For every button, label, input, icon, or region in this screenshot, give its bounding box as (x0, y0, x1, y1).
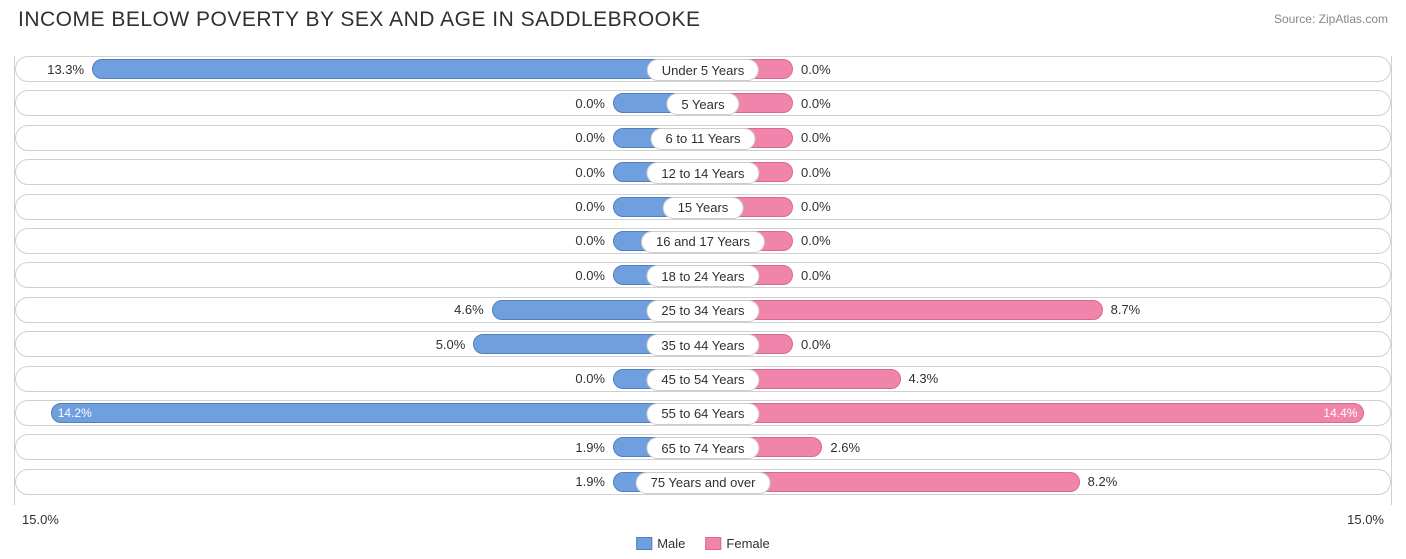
value-label-female: 0.0% (801, 195, 831, 219)
category-label: 16 and 17 Years (641, 231, 765, 253)
axis-label-right: 15.0% (1347, 512, 1384, 527)
category-label: 75 Years and over (636, 472, 771, 494)
chart-row: 5.0% 0.0% 35 to 44 Years (15, 331, 1391, 357)
category-label: 6 to 11 Years (651, 128, 756, 150)
value-label-female: 0.0% (801, 126, 831, 150)
axis-label-left: 15.0% (22, 512, 59, 527)
value-label-male: 0.0% (575, 160, 605, 184)
value-label-male: 13.3% (47, 57, 84, 81)
value-label-female: 14.4% (1323, 404, 1357, 422)
chart-row: 0.0% 0.0% 18 to 24 Years (15, 262, 1391, 288)
value-label-male: 0.0% (575, 91, 605, 115)
category-label: 18 to 24 Years (646, 265, 759, 287)
chart-row: 14.2% 14.4% 55 to 64 Years (15, 400, 1391, 426)
chart-row: 4.6% 8.7% 25 to 34 Years (15, 297, 1391, 323)
category-label: 55 to 64 Years (646, 403, 759, 425)
category-label: 15 Years (663, 197, 744, 219)
value-label-male: 1.9% (575, 470, 605, 494)
value-label-female: 0.0% (801, 229, 831, 253)
legend-swatch-female (705, 537, 721, 550)
chart-row: 0.0% 0.0% 5 Years (15, 90, 1391, 116)
chart-source: Source: ZipAtlas.com (1274, 8, 1388, 26)
value-label-female: 0.0% (801, 160, 831, 184)
legend-item-male: Male (636, 536, 685, 551)
bar-male: 14.2% (51, 403, 703, 423)
value-label-male: 1.9% (575, 435, 605, 459)
legend-item-female: Female (705, 536, 769, 551)
value-label-female: 8.2% (1088, 470, 1118, 494)
value-label-male: 14.2% (58, 404, 92, 422)
chart-legend: Male Female (636, 536, 770, 551)
legend-label-male: Male (657, 536, 685, 551)
value-label-male: 0.0% (575, 195, 605, 219)
category-label: 25 to 34 Years (646, 300, 759, 322)
category-label: 35 to 44 Years (646, 334, 759, 356)
chart-row: 0.0% 4.3% 45 to 54 Years (15, 366, 1391, 392)
bar-male (92, 59, 703, 79)
value-label-female: 8.7% (1111, 298, 1141, 322)
value-label-female: 2.6% (830, 435, 860, 459)
chart-row: 0.0% 0.0% 15 Years (15, 194, 1391, 220)
category-label: 12 to 14 Years (646, 162, 759, 184)
value-label-male: 4.6% (454, 298, 484, 322)
chart-header: INCOME BELOW POVERTY BY SEX AND AGE IN S… (0, 0, 1406, 32)
chart-row: 13.3% 0.0% Under 5 Years (15, 56, 1391, 82)
value-label-male: 0.0% (575, 229, 605, 253)
value-label-female: 4.3% (909, 367, 939, 391)
legend-label-female: Female (726, 536, 769, 551)
value-label-female: 0.0% (801, 263, 831, 287)
legend-swatch-male (636, 537, 652, 550)
bar-female: 14.4% (703, 403, 1364, 423)
category-label: 45 to 54 Years (646, 369, 759, 391)
chart-row: 1.9% 2.6% 65 to 74 Years (15, 434, 1391, 460)
chart-row: 1.9% 8.2% 75 Years and over (15, 469, 1391, 495)
value-label-female: 0.0% (801, 332, 831, 356)
value-label-female: 0.0% (801, 57, 831, 81)
chart-row: 0.0% 0.0% 12 to 14 Years (15, 159, 1391, 185)
chart-title: INCOME BELOW POVERTY BY SEX AND AGE IN S… (18, 8, 701, 32)
value-label-male: 0.0% (575, 367, 605, 391)
chart-row: 0.0% 0.0% 6 to 11 Years (15, 125, 1391, 151)
category-label: Under 5 Years (647, 59, 759, 81)
value-label-male: 0.0% (575, 263, 605, 287)
chart-plot-area: 13.3%0.0%Under 5 Years0.0%0.0%5 Years0.0… (14, 56, 1392, 505)
value-label-female: 0.0% (801, 91, 831, 115)
value-label-male: 5.0% (436, 332, 466, 356)
category-label: 5 Years (666, 93, 739, 115)
bar-female (703, 300, 1103, 320)
chart-row: 0.0% 0.0% 16 and 17 Years (15, 228, 1391, 254)
category-label: 65 to 74 Years (646, 437, 759, 459)
value-label-male: 0.0% (575, 126, 605, 150)
